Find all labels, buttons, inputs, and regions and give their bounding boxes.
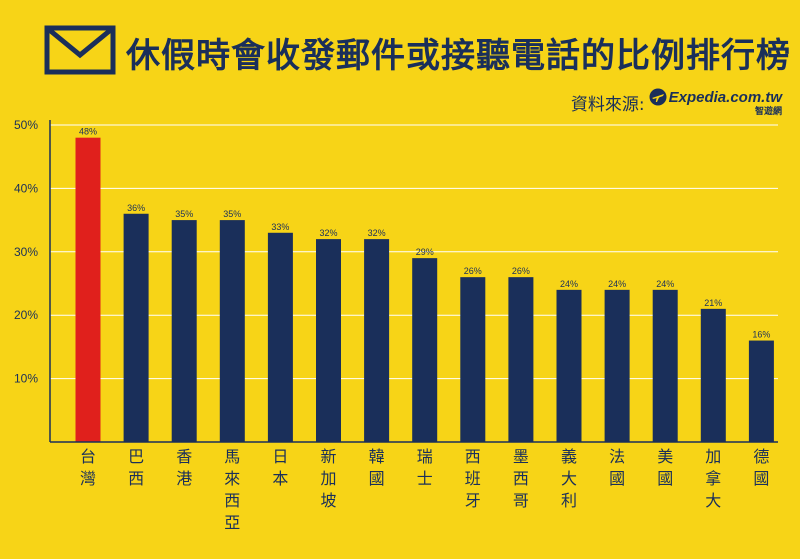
bar (604, 289, 630, 442)
expedia-logo-text: Expedia.com.tw (668, 88, 782, 106)
source-credit: 資料來源: Expedia.com.tw 智遊網 (571, 88, 782, 117)
data-label: 24% (560, 279, 578, 289)
expedia-logo-subtext: 智遊網 (754, 107, 782, 117)
x-tick-label: 瑞士 (417, 447, 433, 488)
bar (412, 258, 438, 442)
x-tick-label: 法國 (609, 447, 625, 488)
airplane-icon (649, 88, 667, 106)
data-label: 16% (752, 330, 770, 340)
x-tick-label: 墨西哥 (513, 447, 529, 510)
bar (700, 308, 726, 442)
header: 休假時會收發郵件或接聽電話的比例排行榜 (0, 0, 800, 90)
page-title: 休假時會收發郵件或接聽電話的比例排行榜 (126, 36, 791, 76)
bars (75, 137, 774, 442)
envelope-icon (44, 25, 116, 75)
x-tick-label: 香港 (176, 447, 192, 488)
y-tick-label: 50% (14, 118, 38, 132)
data-label: 32% (319, 228, 337, 238)
data-label: 26% (464, 266, 482, 276)
data-label: 35% (175, 209, 193, 219)
y-tick-label: 30% (14, 245, 38, 259)
labels: 10% 20% 30% 40% 50% 48% 台灣 36% 巴西 35% 香港 35% 馬來西亞 33%… (14, 118, 770, 532)
x-tick-label: 美國 (657, 447, 673, 488)
x-tick-label: 德國 (753, 447, 769, 488)
x-tick-label: 新加坡 (320, 447, 336, 510)
data-label: 24% (656, 279, 674, 289)
x-tick-label: 台灣 (80, 447, 96, 488)
bar (219, 220, 245, 442)
x-tick-label: 日本 (272, 447, 288, 488)
bar (316, 239, 341, 442)
x-tick-label: 馬來西亞 (224, 447, 240, 532)
axes (49, 120, 778, 443)
bar (652, 289, 678, 442)
data-label: 32% (368, 228, 386, 238)
expedia-logo: Expedia.com.tw 智遊網 (649, 88, 782, 117)
data-label: 35% (223, 209, 241, 219)
y-tick-label: 40% (14, 181, 38, 195)
source-label: 資料來源: (570, 95, 645, 115)
bar (508, 277, 534, 442)
bar (556, 289, 582, 442)
bar (267, 232, 293, 442)
bar (123, 213, 149, 442)
bar (748, 340, 774, 442)
data-label: 33% (271, 222, 289, 232)
bar (364, 239, 390, 442)
data-label: 36% (127, 203, 145, 213)
x-tick-label: 巴西 (128, 447, 144, 488)
bar (75, 137, 101, 442)
x-tick-label: 韓國 (369, 447, 385, 488)
bar (460, 277, 486, 442)
data-label: 24% (608, 279, 626, 289)
y-tick-label: 10% (14, 372, 38, 386)
data-label: 29% (416, 247, 434, 257)
data-label: 48% (79, 127, 97, 137)
data-label: 21% (704, 298, 722, 308)
x-tick-label: 西班牙 (465, 447, 481, 510)
data-label: 26% (512, 266, 530, 276)
y-tick-label: 20% (14, 308, 38, 322)
bar (171, 220, 197, 442)
x-tick-label: 義大利 (561, 447, 577, 510)
x-tick-label: 加拿大 (705, 447, 721, 510)
